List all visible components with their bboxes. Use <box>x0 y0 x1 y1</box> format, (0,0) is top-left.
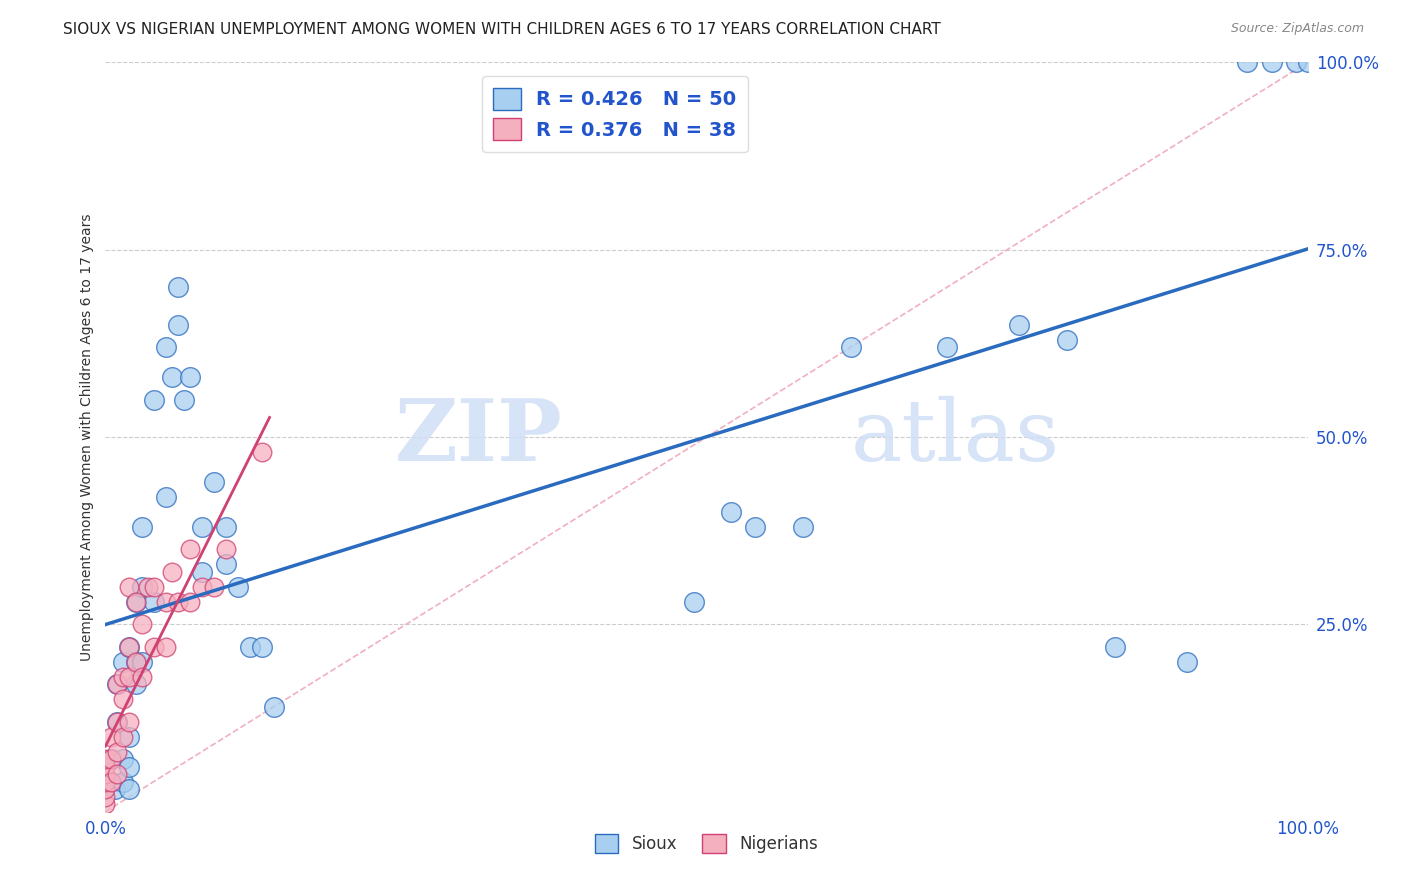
Point <box>1236 55 1258 70</box>
Point <box>214 520 236 534</box>
Point <box>118 760 141 774</box>
Point <box>94 752 117 766</box>
Y-axis label: Unemployment Among Women with Children Ages 6 to 17 years: Unemployment Among Women with Children A… <box>80 213 94 661</box>
Point <box>118 670 141 684</box>
Point <box>166 595 188 609</box>
Point <box>107 677 129 691</box>
Point <box>792 520 814 534</box>
Point <box>100 774 122 789</box>
Point <box>166 280 188 294</box>
Point <box>190 565 212 579</box>
Point <box>142 580 165 594</box>
Point <box>112 774 135 789</box>
Point <box>107 714 129 729</box>
Point <box>190 520 212 534</box>
Point <box>214 542 236 557</box>
Point <box>839 340 862 354</box>
Point <box>155 340 177 354</box>
Point <box>936 340 959 354</box>
Point <box>131 670 153 684</box>
Point <box>131 520 153 534</box>
Point <box>100 752 122 766</box>
Point <box>720 505 742 519</box>
Text: atlas: atlas <box>851 395 1060 479</box>
Point <box>250 445 273 459</box>
Point <box>1104 640 1126 654</box>
Point <box>214 558 236 572</box>
Point <box>112 730 135 744</box>
Point <box>131 655 153 669</box>
Point <box>179 542 201 557</box>
Point <box>142 392 165 407</box>
Legend: Sioux, Nigerians: Sioux, Nigerians <box>589 827 824 860</box>
Point <box>155 640 177 654</box>
Point <box>226 580 249 594</box>
Point <box>107 677 129 691</box>
Point <box>179 595 201 609</box>
Point <box>1008 318 1031 332</box>
Point <box>112 670 135 684</box>
Point <box>136 580 159 594</box>
Point <box>118 640 141 654</box>
Point <box>160 370 183 384</box>
Point <box>142 640 165 654</box>
Point <box>118 714 141 729</box>
Point <box>124 677 146 691</box>
Point <box>166 318 188 332</box>
Point <box>124 655 146 669</box>
Point <box>239 640 262 654</box>
Point <box>94 760 117 774</box>
Point <box>107 714 129 729</box>
Point <box>155 595 177 609</box>
Point <box>202 580 225 594</box>
Point <box>1260 55 1282 70</box>
Point <box>112 655 135 669</box>
Point <box>107 767 129 781</box>
Point <box>190 580 212 594</box>
Point <box>202 475 225 489</box>
Point <box>94 789 117 804</box>
Text: ZIP: ZIP <box>395 395 562 479</box>
Point <box>107 745 129 759</box>
Point <box>100 752 122 766</box>
Text: SIOUX VS NIGERIAN UNEMPLOYMENT AMONG WOMEN WITH CHILDREN AGES 6 TO 17 YEARS CORR: SIOUX VS NIGERIAN UNEMPLOYMENT AMONG WOM… <box>63 22 941 37</box>
Point <box>124 595 146 609</box>
Point <box>118 730 141 744</box>
Point <box>155 490 177 504</box>
Point <box>118 640 141 654</box>
Point <box>1284 55 1306 70</box>
Point <box>160 565 183 579</box>
Point <box>94 797 117 812</box>
Point <box>131 580 153 594</box>
Point <box>173 392 195 407</box>
Point <box>683 595 706 609</box>
Point <box>179 370 201 384</box>
Point <box>94 782 117 797</box>
Point <box>112 692 135 706</box>
Point <box>124 655 146 669</box>
Point <box>263 699 285 714</box>
Point <box>118 580 141 594</box>
Point <box>94 767 117 781</box>
Point <box>94 774 117 789</box>
Point <box>131 617 153 632</box>
Point <box>104 782 127 797</box>
Point <box>100 774 122 789</box>
Point <box>112 752 135 766</box>
Point <box>100 730 122 744</box>
Point <box>744 520 766 534</box>
Point <box>1177 655 1199 669</box>
Point <box>1296 55 1319 70</box>
Text: Source: ZipAtlas.com: Source: ZipAtlas.com <box>1230 22 1364 36</box>
Point <box>142 595 165 609</box>
Point <box>250 640 273 654</box>
Point <box>118 782 141 797</box>
Point <box>1056 333 1078 347</box>
Point <box>124 595 146 609</box>
